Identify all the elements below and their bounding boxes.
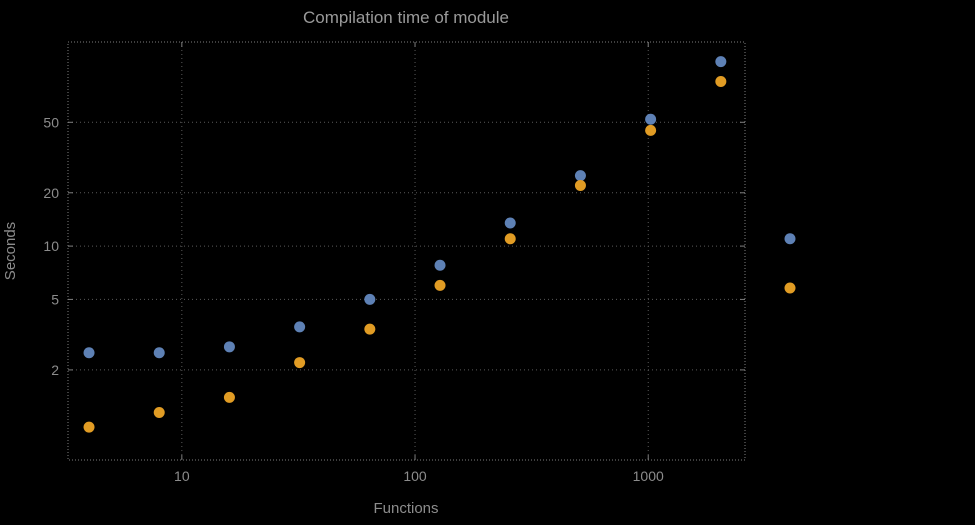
legend-marker-orange <box>784 282 796 294</box>
data-point-orange <box>364 323 376 335</box>
chart-title: Compilation time of module <box>303 8 509 27</box>
legend-marker-blue <box>784 233 796 245</box>
y-tick-label: 5 <box>51 291 59 307</box>
plot-frame <box>67 41 746 461</box>
axis-ticks <box>68 42 745 460</box>
data-point-blue <box>364 293 376 305</box>
data-point-orange <box>645 124 657 136</box>
data-point-blue <box>645 113 657 125</box>
data-point-orange <box>715 75 727 87</box>
tick-labels: 10 100 1000 2 5 10 20 50 <box>43 114 664 484</box>
data-point-orange <box>434 279 446 291</box>
gridlines <box>68 42 745 460</box>
y-tick-label: 50 <box>43 114 59 130</box>
data-point-blue <box>504 217 516 229</box>
data-point-orange <box>153 406 165 418</box>
data-point-orange <box>294 357 306 369</box>
data-point-blue <box>715 56 727 68</box>
data-point-blue <box>83 347 95 359</box>
data-point-blue <box>223 341 235 353</box>
y-tick-label: 20 <box>43 185 59 201</box>
data-point-orange <box>223 391 235 403</box>
plot-legend <box>784 233 796 294</box>
y-tick-label: 10 <box>43 238 59 254</box>
x-tick-label: 10 <box>174 468 190 484</box>
data-point-orange <box>574 179 586 191</box>
frame-border <box>67 41 746 461</box>
y-axis-label: Seconds <box>2 222 19 280</box>
x-tick-label: 1000 <box>633 468 664 484</box>
data-point-blue <box>574 170 586 182</box>
data-points <box>83 56 727 433</box>
data-point-orange <box>504 233 516 245</box>
data-point-blue <box>434 259 446 271</box>
data-point-blue <box>153 347 165 359</box>
x-tick-label: 100 <box>403 468 427 484</box>
x-axis-label: Functions <box>373 500 438 517</box>
y-tick-label: 2 <box>51 362 59 378</box>
data-point-orange <box>83 421 95 433</box>
data-point-blue <box>294 321 306 333</box>
